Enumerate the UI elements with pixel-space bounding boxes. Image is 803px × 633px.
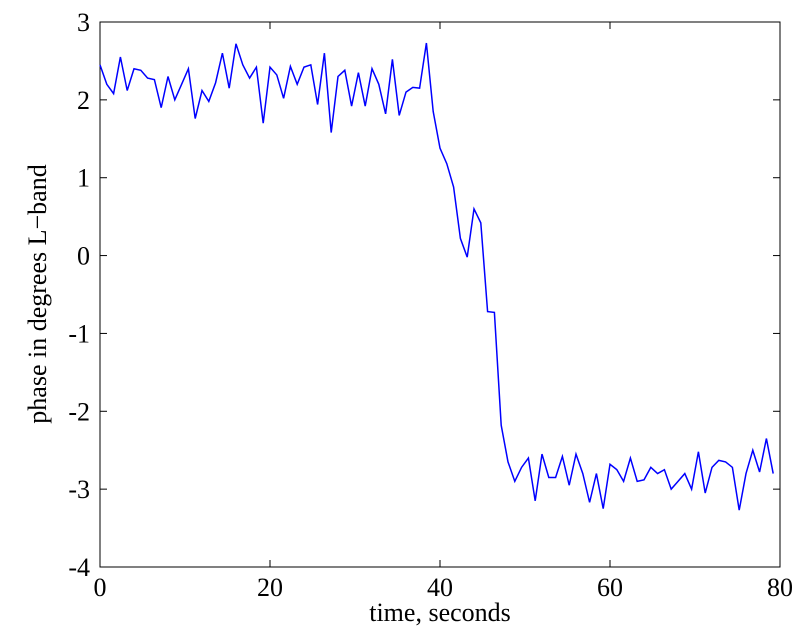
- x-tick-label: 20: [257, 573, 283, 602]
- y-tick-label: 3: [77, 8, 90, 37]
- y-tick-label: 2: [77, 86, 90, 115]
- data-line: [99, 42, 774, 511]
- x-tick-label: 40: [427, 573, 453, 602]
- y-tick-label: -1: [68, 319, 90, 348]
- x-axis-label: time, seconds: [369, 598, 511, 627]
- y-tick-label: -4: [68, 553, 90, 582]
- y-tick-label: 0: [77, 242, 90, 271]
- y-tick-label: -2: [68, 397, 90, 426]
- x-tick-label: 0: [94, 573, 107, 602]
- x-tick-label: 60: [597, 573, 623, 602]
- x-tick-label: 80: [767, 573, 793, 602]
- y-axis-label: phase in degrees L−band: [23, 164, 52, 423]
- y-tick-label: -3: [68, 475, 90, 504]
- y-tick-label: 1: [77, 164, 90, 193]
- plot-frame: [99, 21, 781, 568]
